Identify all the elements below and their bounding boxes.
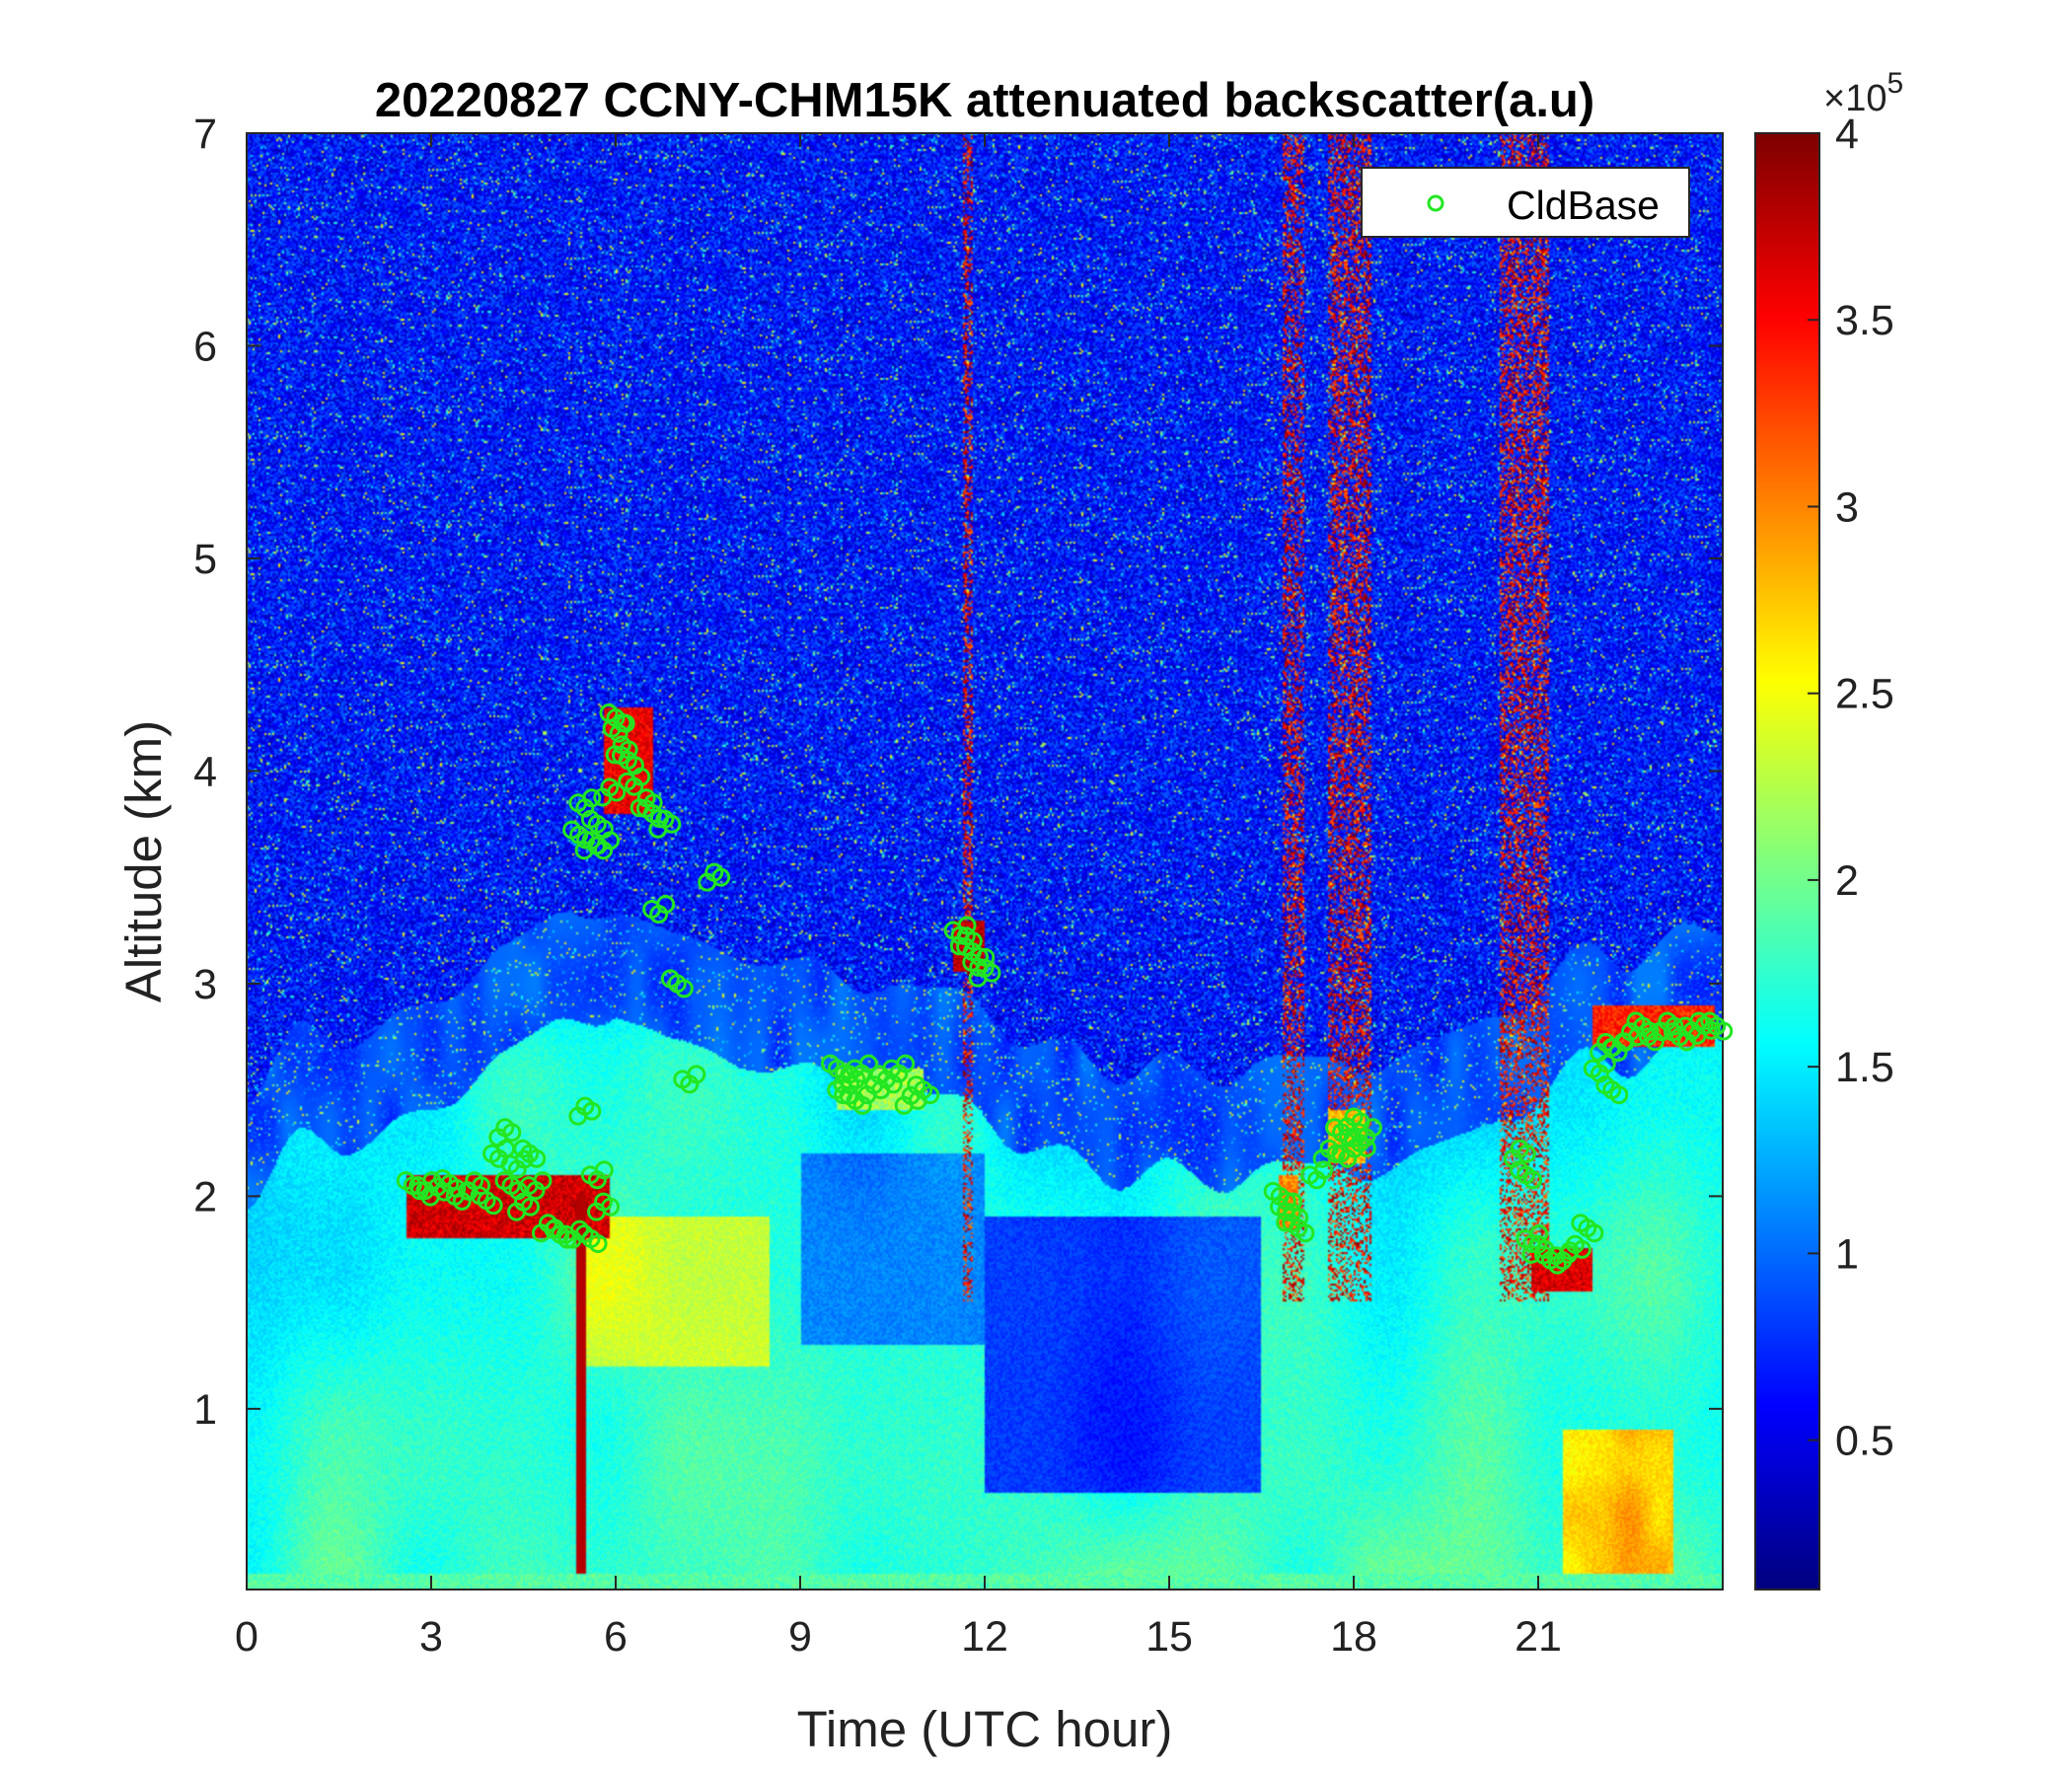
x-tick-label: 9 (788, 1613, 812, 1661)
cloud-base-point (521, 1197, 540, 1217)
colorbar-tick-label: 3 (1835, 483, 1859, 531)
backscatter-heatmap (247, 133, 1723, 1590)
legend-marker-icon (1427, 194, 1444, 212)
legend-label-cldbase: CldBase (1507, 183, 1660, 228)
cloud-base-point (582, 1101, 602, 1121)
y-axis-label: Altitude (km) (115, 720, 172, 1002)
cloud-base-point (601, 1197, 621, 1217)
cloud-base-point (1283, 1192, 1302, 1212)
cloud-base-point (601, 831, 621, 851)
colorbar-ticks: 0.5 1 1.5 2 2.5 3 3.5 4 (1808, 111, 1894, 1465)
cloud-base-point (1572, 1239, 1591, 1259)
colorbar-tick-label: 1.5 (1835, 1044, 1894, 1091)
y-tick-label: 4 (193, 748, 217, 795)
plot-frame (246, 132, 1724, 1591)
cloud-base-point (588, 1233, 608, 1253)
x-tick-label: 15 (1146, 1613, 1193, 1661)
cloud-base-point (674, 979, 694, 999)
colorbar-exponent-base: ×10 (1823, 78, 1887, 119)
cloud-base-point (847, 1070, 866, 1089)
x-tick-label: 6 (604, 1613, 628, 1661)
colorbar-tick-label: 1 (1835, 1230, 1859, 1278)
y-tick-label: 2 (193, 1173, 217, 1221)
cloud-base-point (1295, 1223, 1315, 1243)
cloud-base-point (662, 814, 682, 834)
y-tick-label: 3 (193, 961, 217, 1008)
cloud-base-point (1523, 1170, 1543, 1190)
legend-box (1361, 167, 1690, 238)
cloud-base-point (1714, 1021, 1734, 1041)
colorbar-exponent-power: 5 (1887, 67, 1903, 100)
cloud-base-point (687, 1065, 706, 1084)
legend: CldBase (1361, 167, 1690, 238)
colorbar-tick-label: 0.5 (1835, 1418, 1894, 1465)
cloud-base-point (527, 1148, 547, 1168)
cloud-base-point (921, 1085, 940, 1105)
cloud-base-point (1585, 1223, 1604, 1243)
cloud-base-point (976, 947, 996, 967)
cloud-base-point (594, 1160, 614, 1180)
cloud-base-point (1345, 1139, 1365, 1158)
cloud-base-point (1363, 1118, 1382, 1138)
x-tick-label: 21 (1515, 1613, 1562, 1661)
cloud-base-point (514, 1149, 534, 1169)
cloud-base-point (852, 1095, 872, 1115)
colorbar-tick-label: 2.5 (1835, 671, 1894, 718)
y-tick-label: 6 (193, 323, 217, 370)
cloud-base-point (1517, 1144, 1536, 1163)
cloud-base-point (483, 1196, 503, 1216)
cloud-base-point (607, 782, 627, 802)
cloud-base-point (616, 713, 635, 733)
colorbar-tick-label: 4 (1835, 111, 1859, 158)
cloud-base-point (711, 867, 731, 887)
y-tick-label: 5 (193, 536, 217, 583)
cloud-base-point (631, 767, 651, 786)
cloud-base-point (502, 1123, 522, 1143)
cloud-base-point (569, 1220, 589, 1239)
x-tick-label: 18 (1330, 1613, 1377, 1661)
chart-title: 20220827 CCNY-CHM15K attenuated backscat… (375, 74, 1594, 127)
cloud-base-point (858, 1054, 878, 1073)
colorbar-exponent: ×105 (1823, 67, 1903, 119)
x-axis-ticks: 0 3 6 9 12 15 18 21 (235, 133, 1562, 1661)
y-axis-ticks: 1 2 3 4 5 6 7 (193, 111, 1723, 1434)
colorbar-frame (1754, 132, 1820, 1591)
colorbar-tick-label: 2 (1835, 857, 1859, 905)
y-tick-label: 1 (193, 1386, 217, 1434)
cloud-base-point (1529, 1223, 1549, 1243)
cloud-base-point (1609, 1085, 1629, 1105)
x-tick-label: 12 (961, 1613, 1008, 1661)
x-tick-label: 0 (235, 1613, 259, 1661)
colorbar-gradient (1755, 133, 1819, 1590)
cloud-base-point (1314, 1160, 1334, 1180)
x-tick-label: 3 (419, 1613, 443, 1661)
cloud-base-point (582, 788, 602, 808)
colorbar-tick-label: 3.5 (1835, 297, 1894, 344)
x-axis-label: Time (UTC hour) (797, 1701, 1173, 1757)
cloud-base-point (896, 1054, 916, 1073)
cloud-base-point (656, 894, 676, 914)
cloud-base-point (533, 1171, 553, 1191)
cloud-base-markers (396, 703, 1734, 1275)
y-tick-label: 7 (193, 111, 217, 158)
cloud-base-point (1357, 1139, 1376, 1158)
cloud-base-point (982, 963, 1001, 983)
cloud-base-point (957, 916, 977, 935)
